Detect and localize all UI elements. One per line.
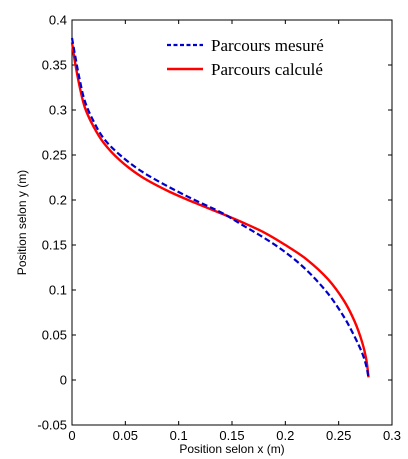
y-tick-label: 0.35 [42, 58, 67, 73]
x-tick-label: 0.3 [383, 428, 401, 443]
series-line-measured [70, 37, 370, 379]
x-tick-label: 0.25 [326, 428, 351, 443]
legend-label: Parcours mesuré [211, 36, 324, 55]
legend-label: Parcours calculé [211, 60, 323, 79]
series-layer [70, 37, 370, 379]
x-axis-ticks: 0 0.05 0.1 0.15 0.2 0.25 0.3 [68, 20, 401, 443]
x-tick-label: 0.1 [170, 428, 188, 443]
y-tick-label: 0.15 [42, 238, 67, 253]
y-tick-label: 0.1 [49, 283, 67, 298]
y-tick-label: 0.25 [42, 148, 67, 163]
plot-area: 0 0.05 0.1 0.15 0.2 0.25 0.3 -0.0500.050.10.15… [37, 13, 401, 444]
y-tick-label: -0.05 [37, 418, 67, 433]
y-tick-label: 0.4 [49, 13, 67, 28]
x-axis-label: Position selon x (m) [179, 442, 284, 456]
y-axis-label: Position selon y (m) [15, 170, 29, 275]
x-tick-label: 0.15 [219, 428, 244, 443]
x-tick-label: 0.2 [276, 428, 294, 443]
y-tick-label: 0 [60, 373, 67, 388]
y-tick-label: 0.2 [49, 193, 67, 208]
y-axis-ticks: -0.05 0 0.05 0.1 0.15 0.2 0.25 0.3 0.35 0.4 [37, 13, 392, 433]
x-tick-label: 0.05 [113, 428, 138, 443]
y-tick-label: 0.3 [49, 103, 67, 118]
x-tick-label: 0 [68, 428, 75, 443]
legend: Parcours mesuré Parcours calculé [167, 36, 324, 79]
y-tick-label: 0.05 [42, 328, 67, 343]
